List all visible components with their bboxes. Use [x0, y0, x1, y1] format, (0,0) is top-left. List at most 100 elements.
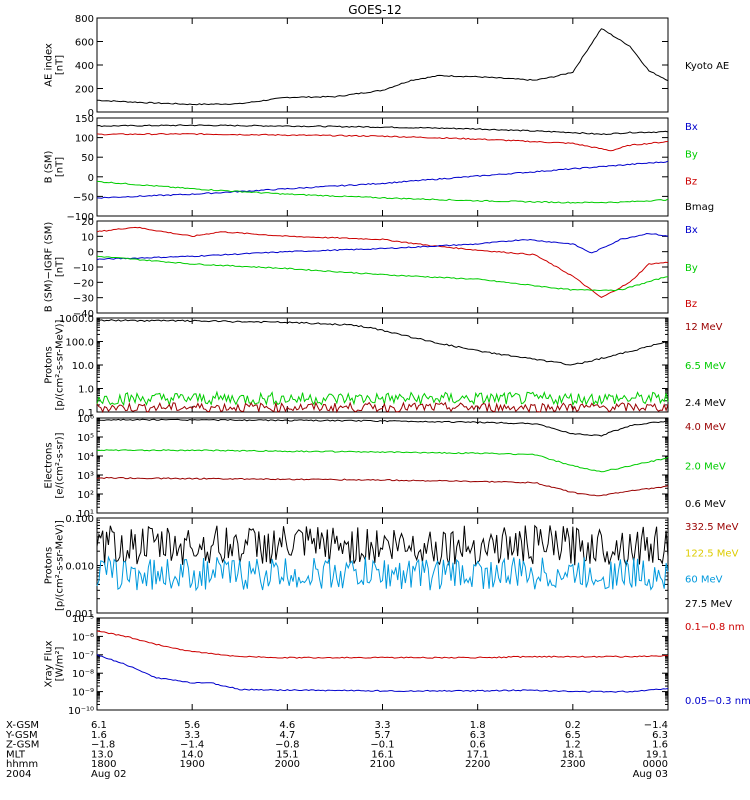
series-line-2-0-mev — [96, 449, 669, 473]
panel-frame — [96, 517, 669, 614]
legend-label: 0.6 MeV — [685, 499, 726, 510]
x-table-cell: 3.3 — [184, 730, 200, 741]
panel-5: 10¹ 10² 10³ 10⁴ 10⁵ 10⁶ Electrons [e/(cm²-s-sr)… — [44, 414, 726, 520]
x-table-cell: 4.7 — [279, 730, 295, 741]
series-line-bx — [96, 233, 669, 261]
y-tick-label: 10.0 — [72, 361, 94, 372]
legend-label: 12 MeV — [685, 322, 723, 333]
series-line-12-mev — [96, 401, 669, 414]
x-table-cell: 2200 — [465, 759, 490, 770]
x-table-cell: 13.0 — [91, 749, 113, 760]
legend-label: 2.0 MeV — [685, 462, 726, 473]
legend-label: Bz — [685, 177, 697, 188]
x-table-cell: 5.6 — [184, 720, 200, 731]
legend-label: 60 MeV — [685, 575, 723, 586]
panel-frame — [96, 417, 669, 514]
y-tick-label: 400 — [75, 61, 94, 72]
x-table-cell: 1.8 — [470, 720, 486, 731]
series-line-by — [96, 255, 669, 292]
series-line-bz — [96, 226, 669, 298]
panel-4: 0.1 1.0 10.0 100.0 1000.0 Protons [p/(cm²-s-sr… — [44, 314, 726, 419]
panel-3: −40 −30 −20 −10 0 10 20 B (SM)−IGRF (SM) [nT] Bx B… — [44, 217, 698, 320]
x-axis-table: X-GSMY-GSMZ-GSMMLThhmm20046.11.6−1.813.0… — [5, 720, 668, 780]
y-tick-label: 10⁵ — [77, 433, 94, 444]
y-tick-label: 0.010 — [65, 562, 94, 573]
y-tick-label: 10³ — [77, 471, 94, 482]
y-tick-label: 20 — [81, 217, 94, 228]
y-tick-label: 10⁻⁷ — [72, 651, 94, 662]
y-tick-label: 10⁴ — [77, 452, 94, 463]
y-tick-label: 1.0 — [78, 385, 94, 396]
series-line-bx — [96, 160, 669, 199]
x-table-cell: 19.1 — [646, 749, 668, 760]
panel-6: 0.001 0.010 0.100 Protons [p/(cm²-s-sr-MeV)]… — [44, 514, 739, 620]
legend-label: Bmag — [685, 202, 714, 213]
legend-label: 27.5 MeV — [685, 599, 732, 610]
y-tick-label: 0 — [88, 173, 94, 184]
x-table-cell: 1.6 — [652, 740, 668, 751]
x-table-cell: Aug 02 — [91, 769, 126, 780]
panel-2: −100 −50 0 50 100 150 B (SM) [nT] Bx By Bz Bmag — [44, 114, 715, 223]
x-table-cell: −0.1 — [370, 740, 394, 751]
y-tick-label: −100 — [67, 212, 94, 223]
x-table-cell: 6.3 — [470, 730, 486, 741]
legend-label: Bx — [685, 122, 698, 133]
panel-frame — [96, 617, 669, 711]
x-table-cell: 0000 — [643, 759, 668, 770]
y-axis-label: [e/(cm²-s-sr)] — [55, 432, 66, 498]
y-tick-label: −20 — [73, 278, 94, 289]
y-tick-label: 1000.0 — [59, 314, 94, 325]
x-table-cell: Aug 03 — [633, 769, 668, 780]
legend-label: 4.0 MeV — [685, 422, 726, 433]
series-line-kyoto-ae — [96, 28, 669, 106]
legend-label: 0.05−0.3 nm — [685, 696, 750, 707]
y-axis-label: B (SM) — [44, 150, 55, 183]
x-table-cell: 1800 — [91, 759, 116, 770]
x-table-cell: 18.1 — [562, 749, 584, 760]
series-line-by — [96, 180, 669, 204]
y-tick-label: 100 — [75, 134, 94, 145]
legend-label: By — [685, 149, 698, 160]
series-line-bz — [96, 132, 669, 152]
x-table-cell: 6.3 — [652, 730, 668, 741]
x-table-cell: 5.7 — [375, 730, 391, 741]
y-axis-label: Protons — [44, 547, 55, 584]
y-axis-label: [nT] — [55, 157, 66, 177]
y-tick-label: 10⁶ — [77, 414, 94, 425]
x-table-cell: 0.6 — [470, 740, 486, 751]
x-row-label: 2004 — [6, 769, 31, 780]
y-tick-label: 200 — [75, 85, 94, 96]
x-table-cell: 17.1 — [467, 749, 489, 760]
x-table-cell: 2000 — [275, 759, 300, 770]
panel-1: 0 200 400 600 800 AE index [nT] Kyoto AE — [44, 14, 730, 119]
y-tick-label: 10⁻⁸ — [72, 669, 94, 680]
x-table-cell: 1.6 — [91, 730, 107, 741]
x-row-label: hhmm — [6, 759, 38, 770]
y-tick-label: −40 — [73, 309, 94, 320]
y-axis-label: [p/(cm²-s-sr-MeV)] — [55, 520, 66, 611]
legend-label: Kyoto AE — [685, 61, 729, 72]
x-row-label: Y-GSM — [5, 730, 38, 741]
legend-label: 2.4 MeV — [685, 398, 726, 409]
legend-label: Bz — [685, 299, 697, 310]
y-axis-label: Xray Flux — [44, 640, 55, 687]
x-table-cell: 6.5 — [565, 730, 581, 741]
y-axis-label: [p/(cm²-s-sr-MeV)] — [55, 319, 66, 410]
x-table-cell: 0.2 — [565, 720, 581, 731]
series-line-0-6-mev — [96, 418, 669, 437]
series-line-60-mev — [96, 555, 669, 592]
legend-label: 0.1−0.8 nm — [685, 622, 744, 633]
y-tick-label: −10 — [73, 263, 94, 274]
panel-7: 10⁻¹⁰ 10⁻⁹ 10⁻⁸ 10⁻⁷ 10⁻⁶ 10⁻⁵ Xray Flux [W/m²]… — [44, 614, 750, 717]
x-row-label: MLT — [6, 749, 26, 760]
x-table-cell: 1.2 — [565, 740, 581, 751]
y-tick-label: 10² — [77, 490, 94, 501]
series-line-27-5-mev — [96, 524, 669, 568]
y-tick-label: 0 — [88, 108, 94, 119]
y-tick-label: 0.1 — [78, 408, 94, 419]
x-table-cell: −1.4 — [644, 720, 668, 731]
legend-label: 6.5 MeV — [685, 361, 726, 372]
x-table-cell: 3.3 — [375, 720, 391, 731]
